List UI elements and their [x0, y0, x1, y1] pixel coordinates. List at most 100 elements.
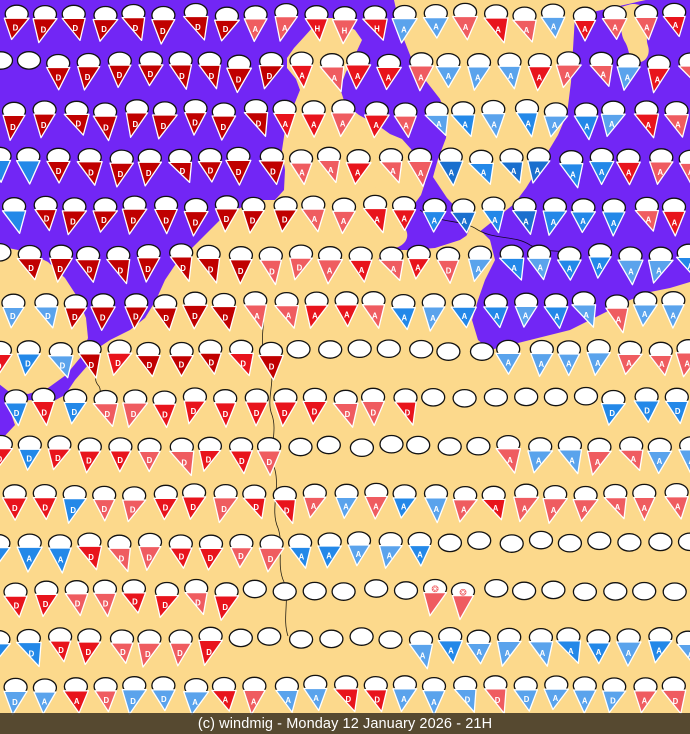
- svg-text:D: D: [192, 119, 198, 128]
- svg-text:A: A: [566, 360, 572, 369]
- svg-text:D: D: [254, 409, 260, 418]
- svg-text:A: A: [282, 120, 288, 129]
- svg-text:D: D: [223, 25, 229, 34]
- svg-text:D: D: [297, 264, 303, 273]
- svg-text:D: D: [180, 264, 186, 273]
- svg-text:A: A: [522, 504, 528, 513]
- svg-text:D: D: [206, 456, 212, 465]
- svg-text:D: D: [610, 697, 616, 706]
- svg-text:A: A: [448, 168, 454, 177]
- svg-text:A: A: [536, 457, 542, 466]
- svg-text:A: A: [58, 556, 64, 565]
- svg-text:H: H: [374, 24, 380, 33]
- svg-text:D: D: [224, 215, 230, 224]
- svg-text:A: A: [418, 73, 424, 82]
- svg-text:A: A: [328, 166, 334, 175]
- svg-text:D: D: [101, 216, 107, 225]
- svg-text:A: A: [584, 123, 590, 132]
- svg-text:D: D: [100, 314, 106, 323]
- svg-text:A: A: [418, 169, 424, 178]
- svg-text:❂: ❂: [431, 584, 439, 594]
- svg-text:D: D: [101, 505, 107, 514]
- svg-text:D: D: [208, 554, 214, 563]
- svg-text:D: D: [195, 23, 201, 32]
- svg-text:D: D: [146, 553, 152, 562]
- svg-text:A: A: [462, 120, 468, 129]
- svg-text:A: A: [659, 360, 665, 369]
- svg-text:A: A: [630, 455, 636, 464]
- svg-text:A: A: [565, 71, 571, 80]
- svg-text:A: A: [431, 698, 437, 707]
- svg-text:A: A: [475, 73, 481, 82]
- svg-text:D: D: [130, 217, 136, 226]
- svg-text:D: D: [256, 119, 262, 128]
- svg-text:A: A: [675, 121, 681, 130]
- svg-text:D: D: [239, 457, 245, 466]
- svg-text:D: D: [145, 265, 151, 274]
- svg-text:D: D: [405, 408, 411, 417]
- svg-text:A: A: [448, 647, 454, 656]
- svg-text:A: A: [657, 168, 663, 177]
- svg-text:D: D: [103, 600, 109, 609]
- svg-text:A: A: [476, 265, 482, 274]
- svg-text:D: D: [163, 217, 169, 226]
- svg-text:D: D: [267, 72, 273, 81]
- svg-text:D: D: [269, 267, 275, 276]
- svg-text:D: D: [282, 216, 288, 225]
- svg-text:A: A: [462, 312, 468, 321]
- svg-text:A: A: [642, 697, 648, 706]
- svg-text:A: A: [355, 72, 361, 81]
- svg-text:A: A: [684, 360, 690, 369]
- svg-text:A: A: [391, 265, 397, 274]
- svg-text:A: A: [569, 457, 575, 466]
- svg-text:A: A: [285, 696, 291, 705]
- svg-text:D: D: [222, 314, 228, 323]
- svg-text:D: D: [163, 314, 169, 323]
- svg-text:A: A: [373, 503, 379, 512]
- svg-text:A: A: [252, 25, 258, 34]
- svg-text:D: D: [60, 362, 66, 371]
- svg-text:D: D: [118, 170, 124, 179]
- svg-text:A: A: [355, 168, 361, 177]
- svg-text:D: D: [195, 598, 201, 607]
- svg-text:A: A: [625, 73, 631, 82]
- svg-text:D: D: [104, 410, 110, 419]
- svg-text:D: D: [43, 600, 49, 609]
- svg-text:D: D: [181, 458, 187, 467]
- svg-text:D: D: [179, 553, 185, 562]
- svg-text:A: A: [417, 551, 423, 560]
- svg-text:A: A: [597, 262, 603, 271]
- svg-text:A: A: [626, 359, 632, 368]
- svg-text:D: D: [268, 555, 274, 564]
- svg-text:A: A: [583, 311, 589, 320]
- svg-text:A: A: [251, 697, 257, 706]
- svg-text:A: A: [554, 312, 560, 321]
- svg-text:D: D: [75, 119, 81, 128]
- svg-text:A: A: [524, 26, 530, 35]
- svg-text:A: A: [476, 648, 482, 657]
- svg-text:D: D: [86, 457, 92, 466]
- svg-text:D: D: [132, 598, 138, 607]
- svg-text:A: A: [313, 694, 319, 703]
- svg-text:D: D: [119, 555, 125, 564]
- svg-text:D: D: [88, 361, 94, 370]
- svg-text:A: A: [673, 21, 679, 30]
- svg-text:A: A: [551, 218, 557, 227]
- svg-text:A: A: [609, 120, 615, 129]
- svg-text:A: A: [26, 555, 32, 564]
- svg-text:D: D: [70, 218, 76, 227]
- svg-text:D: D: [72, 24, 78, 33]
- svg-text:D: D: [161, 122, 167, 131]
- svg-text:A: A: [582, 696, 588, 705]
- svg-text:A: A: [373, 121, 379, 130]
- svg-text:A: A: [582, 505, 588, 514]
- svg-text:D: D: [221, 505, 227, 514]
- svg-text:D: D: [10, 123, 16, 132]
- svg-text:A: A: [331, 74, 337, 83]
- svg-text:D: D: [147, 456, 153, 465]
- svg-text:A: A: [433, 505, 439, 514]
- svg-text:A: A: [540, 649, 546, 658]
- svg-text:A: A: [582, 25, 588, 34]
- svg-text:A: A: [675, 503, 681, 512]
- svg-text:D: D: [208, 266, 214, 275]
